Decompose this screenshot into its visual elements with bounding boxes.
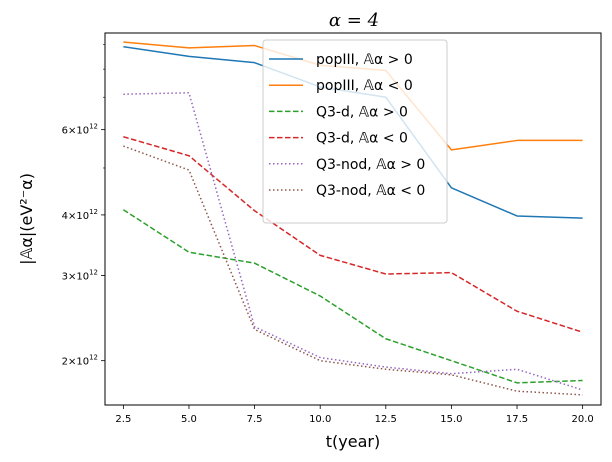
series-line-3 (123, 136, 583, 333)
legend-label-0: popIII, 𝔸α > 0 (316, 52, 413, 68)
legend-label-4: Q3-nod, 𝔸α > 0 (316, 157, 425, 173)
legend-label-5: Q3-nod, 𝔸α < 0 (316, 183, 425, 199)
y-axis: 2×1012 3×1012 4×1012 6×1012 (62, 44, 105, 368)
x-tick-label-7: 20.0 (571, 414, 593, 425)
x-axis: 2.5 5.0 7.5 10.0 12.5 15.0 17.5 20.0 (115, 405, 594, 425)
x-tick-label-5: 15.0 (440, 414, 462, 425)
y-tick-label-3: 6×1012 (62, 123, 98, 137)
y-tick-label-2: 4×1012 (62, 208, 98, 222)
x-tick-label-6: 17.5 (506, 414, 528, 425)
y-axis-label: |𝔸α|(eV²⁻α) (17, 173, 36, 265)
y-tick-label-0: 2×1012 (62, 354, 98, 368)
y-tick-label-1: 3×1012 (62, 268, 98, 282)
series-line-4 (123, 92, 583, 391)
legend-label-1: popIII, 𝔸α < 0 (316, 78, 413, 94)
plot-frame (104, 32, 602, 406)
legend-items: popIII, 𝔸α > 0 popIII, 𝔸α < 0 Q3-d, 𝔸α > 0… (269, 52, 425, 199)
x-tick-label-2: 7.5 (247, 414, 263, 425)
legend: popIII, 𝔸α > 0 popIII, 𝔸α < 0 Q3-d, 𝔸α > 0… (262, 39, 448, 224)
legend-label-2: Q3-d, 𝔸α > 0 (316, 104, 408, 120)
x-axis-label: t(year) (326, 432, 380, 451)
legend-label-3: Q3-d, 𝔸α < 0 (316, 131, 408, 147)
x-tick-label-1: 5.0 (181, 414, 197, 425)
x-tick-label-4: 12.5 (375, 414, 397, 425)
x-tick-label-0: 2.5 (115, 414, 131, 425)
x-tick-label-3: 10.0 (309, 414, 331, 425)
legend-box (262, 39, 448, 224)
chart-title: α = 4 (329, 10, 379, 31)
series-line-2 (122, 209, 583, 384)
